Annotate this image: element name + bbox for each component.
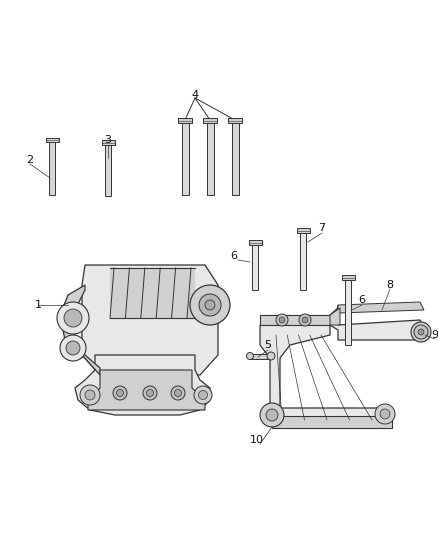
Bar xyxy=(250,353,269,359)
Circle shape xyxy=(143,386,157,400)
Text: 6: 6 xyxy=(230,251,237,261)
Bar xyxy=(110,268,195,318)
Circle shape xyxy=(411,322,431,342)
Polygon shape xyxy=(330,305,424,340)
Bar xyxy=(342,275,354,280)
Circle shape xyxy=(260,403,284,427)
Bar xyxy=(300,233,306,290)
Circle shape xyxy=(199,294,221,316)
Circle shape xyxy=(194,386,212,404)
Text: 6: 6 xyxy=(358,295,365,305)
Polygon shape xyxy=(260,325,390,420)
Bar xyxy=(345,280,351,345)
Bar xyxy=(252,245,258,290)
Circle shape xyxy=(375,404,395,424)
Bar xyxy=(49,142,55,195)
Bar xyxy=(46,138,59,142)
Circle shape xyxy=(279,317,285,323)
Bar xyxy=(232,123,239,195)
Circle shape xyxy=(117,390,124,397)
Text: 7: 7 xyxy=(318,223,325,233)
Circle shape xyxy=(60,335,86,361)
Text: 2: 2 xyxy=(26,155,34,165)
Text: 5: 5 xyxy=(265,340,272,350)
Circle shape xyxy=(66,341,80,355)
Text: 8: 8 xyxy=(386,280,394,290)
Circle shape xyxy=(418,329,424,335)
Text: 10: 10 xyxy=(250,435,264,445)
Circle shape xyxy=(416,327,426,337)
Bar xyxy=(105,145,111,196)
Circle shape xyxy=(113,386,127,400)
Circle shape xyxy=(299,314,311,326)
Bar xyxy=(228,118,242,123)
Bar xyxy=(297,228,310,233)
Polygon shape xyxy=(82,265,218,375)
Bar xyxy=(102,140,114,145)
Bar xyxy=(203,118,217,123)
Polygon shape xyxy=(338,302,424,313)
Polygon shape xyxy=(260,315,330,325)
Text: 4: 4 xyxy=(191,90,198,100)
Circle shape xyxy=(198,391,208,400)
Polygon shape xyxy=(330,308,340,325)
Circle shape xyxy=(276,314,288,326)
Polygon shape xyxy=(60,285,100,375)
Circle shape xyxy=(85,390,95,400)
Circle shape xyxy=(174,390,181,397)
Text: 9: 9 xyxy=(431,330,438,340)
Circle shape xyxy=(380,409,390,419)
Circle shape xyxy=(414,325,428,339)
Bar xyxy=(178,118,192,123)
Circle shape xyxy=(64,309,82,327)
Circle shape xyxy=(205,300,215,310)
Circle shape xyxy=(57,302,89,334)
Circle shape xyxy=(80,385,100,405)
Text: 3: 3 xyxy=(105,135,112,145)
Bar xyxy=(206,123,213,195)
Circle shape xyxy=(302,317,308,323)
Circle shape xyxy=(266,409,278,421)
Text: 1: 1 xyxy=(35,300,42,310)
Polygon shape xyxy=(75,355,210,415)
Bar xyxy=(181,123,188,195)
Circle shape xyxy=(247,352,254,359)
Polygon shape xyxy=(88,370,205,410)
Circle shape xyxy=(267,352,275,360)
Circle shape xyxy=(171,386,185,400)
Circle shape xyxy=(190,285,230,325)
Bar xyxy=(272,416,392,428)
Circle shape xyxy=(146,390,153,397)
Bar xyxy=(248,240,261,245)
